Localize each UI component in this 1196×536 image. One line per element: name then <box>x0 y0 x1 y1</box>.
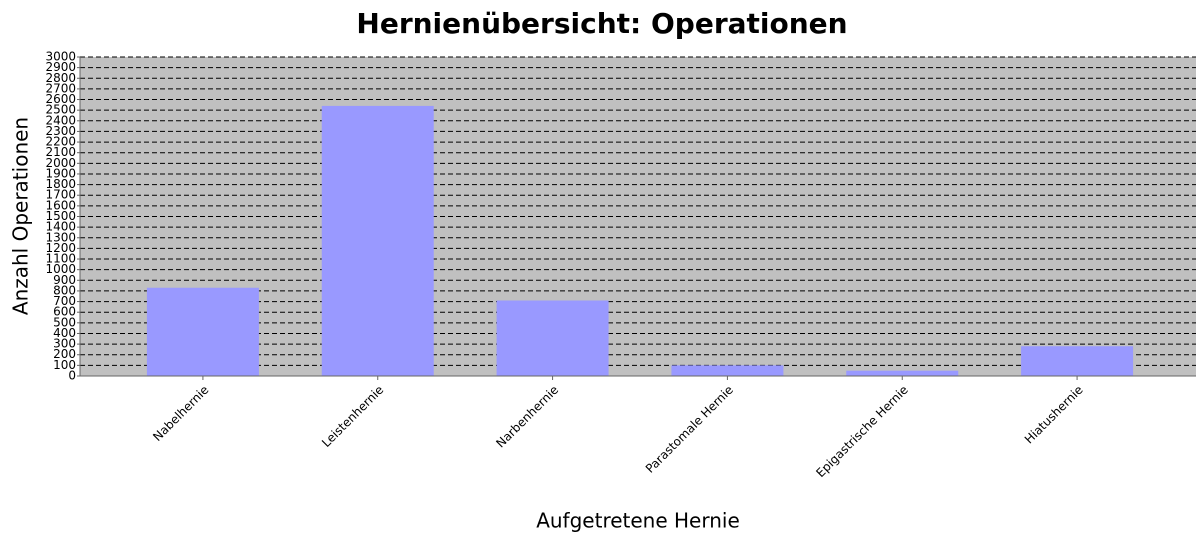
y-tick-label: 1000 <box>45 262 76 276</box>
y-tick-label: 1500 <box>45 209 76 223</box>
bar <box>846 370 959 376</box>
y-tick-label: 1600 <box>45 198 76 212</box>
y-tick-label: 300 <box>53 337 76 351</box>
y-tick-label: 2000 <box>45 156 76 170</box>
y-tick-label: 2600 <box>45 92 76 106</box>
y-tick-label: 1900 <box>45 166 76 180</box>
y-tick-label: 2700 <box>45 81 76 95</box>
y-axis-label: Anzahl Operationen <box>9 117 33 315</box>
x-tick-label: Epigastrische Hernie <box>813 383 910 480</box>
y-tick-label: 1300 <box>45 230 76 244</box>
y-tick-label: 3000 <box>45 50 76 64</box>
y-tick-label: 100 <box>53 358 76 372</box>
chart-title: Hernienübersicht: Operationen <box>356 7 847 40</box>
y-tick-label: 1400 <box>45 220 76 234</box>
bar <box>321 105 434 376</box>
y-tick-label: 1800 <box>45 177 76 191</box>
y-tick-label: 1200 <box>45 241 76 255</box>
y-tick-label: 200 <box>53 347 76 361</box>
y-tick-label: 700 <box>53 294 76 308</box>
bar <box>671 365 784 376</box>
y-tick-label: 2300 <box>45 124 76 138</box>
bar <box>146 287 259 376</box>
x-axis-label: Aufgetretene Hernie <box>536 509 740 533</box>
x-tick-label: Parastomale Hernie <box>643 383 736 476</box>
y-tick-label: 1100 <box>45 252 76 266</box>
y-tick-label: 400 <box>53 326 76 340</box>
bar <box>496 300 609 376</box>
y-tick-label: 800 <box>53 283 76 297</box>
x-tick-label: Nabelhernie <box>150 383 211 444</box>
x-tick-label: Narbenhernie <box>493 383 561 451</box>
y-tick-label: 2900 <box>45 60 76 74</box>
y-tick-label: 2200 <box>45 135 76 149</box>
y-tick-label: 0 <box>68 369 76 383</box>
y-tick-label: 1700 <box>45 188 76 202</box>
y-tick-label: 500 <box>53 315 76 329</box>
bar <box>1021 346 1134 376</box>
x-tick-label: Leistenhernie <box>319 383 386 450</box>
y-tick-label: 2800 <box>45 71 76 85</box>
y-tick-label: 600 <box>53 305 76 319</box>
x-tick-label: Hiatushernie <box>1022 383 1086 447</box>
y-tick-label: 2500 <box>45 103 76 117</box>
y-tick-label: 2100 <box>45 145 76 159</box>
y-tick-label: 900 <box>53 273 76 287</box>
y-tick-label: 2400 <box>45 113 76 127</box>
